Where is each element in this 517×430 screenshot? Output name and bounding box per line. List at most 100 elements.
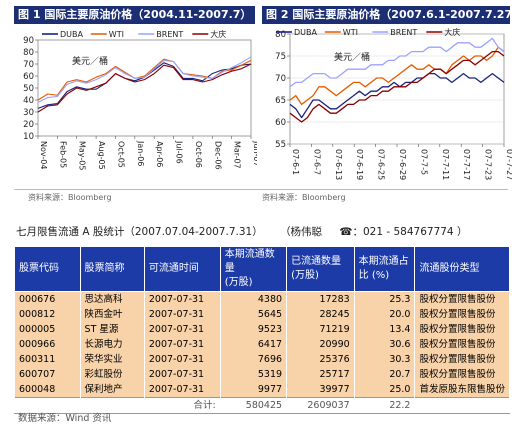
table-cell: ST 星源 — [79, 322, 145, 337]
header-type: 流通股份类型 — [414, 246, 510, 292]
table-cell: 000676 — [14, 291, 81, 307]
table-cell: 长源电力 — [79, 337, 145, 352]
series-line-BRENT — [37, 56, 252, 103]
table-cell: 30.6 — [353, 337, 416, 352]
table-cell: 思达高科 — [79, 291, 145, 307]
x-tick-label: Aug-05 — [97, 141, 106, 170]
legend-label: BRENT — [390, 28, 417, 37]
legend-label: 大庆 — [444, 27, 460, 37]
table-cell: 20.0 — [353, 307, 416, 322]
table-cell-empty — [14, 397, 81, 414]
series-line-BRENT — [289, 37, 505, 88]
table-cell: 39977 — [286, 382, 355, 398]
x-tick-label: 07-6-25 — [377, 149, 386, 180]
table-row: 600048 保利地产 2007-07-31 9977 39977 25.0 首发原股东限售… — [14, 382, 510, 398]
x-tick-label: 07-6-29 — [398, 149, 407, 180]
x-tick-label: 07-6-7 — [312, 149, 321, 175]
table-cell: 首发原股东限售股份 — [414, 382, 510, 398]
table-cell: 600311 — [14, 352, 81, 367]
table-cell: 4380 — [219, 291, 288, 307]
table-row: 600707 彩虹股份 2007-07-31 5319 25717 20.7 股权分置限售股… — [14, 367, 510, 382]
table-cell: 股权分置限售股份 — [414, 307, 510, 322]
table-cell: 股权分置限售股份 — [414, 337, 510, 352]
table-cell: 600707 — [14, 367, 81, 382]
table-cell-empty — [414, 397, 510, 414]
table-cell: 保利地产 — [79, 382, 145, 398]
total-current: 580425 — [219, 397, 288, 414]
chart-2: 55 60 65 70 75 80 07-6-1 07-6-7 07-6-13 07-6-19 07… — [275, 27, 512, 180]
y-tick-label: 90 — [23, 36, 34, 46]
table-total-row: 合计: 580425 2609037 22.2 — [14, 397, 510, 414]
x-tick-label: 07-7-5 — [419, 149, 428, 175]
table-cell: 17283 — [286, 291, 355, 307]
y-tick-label: 10 — [23, 132, 34, 142]
table-cell: 7696 — [219, 352, 288, 367]
table-cell: 28245 — [286, 307, 355, 322]
header-current-line1: 本期流通数量 — [224, 249, 275, 274]
total-ratio: 22.2 — [353, 397, 416, 414]
y-tick-label: 80 — [275, 30, 286, 40]
table-source: 数据来源：Wind 资讯 — [18, 413, 112, 424]
x-tick-label: Jan-06 — [136, 140, 145, 166]
plot-area — [289, 33, 505, 145]
header-current-line2: (万股) — [224, 277, 253, 288]
header-current: 本期流通数量 (万股) — [219, 246, 288, 292]
header-ratio: 本期流通占比 (%) — [353, 246, 416, 292]
table-cell: 2007-07-31 — [143, 291, 221, 307]
figure-1-title: 图 1 国际主要原油价格（2004.11-2007.7） — [14, 6, 255, 24]
table-section-title: 七月限售流通 A 股统计（2007.07.04-2007.7.31） （杨伟聪 … — [16, 224, 467, 239]
table-cell: 股权分置限售股份 — [414, 352, 510, 367]
y-tick-label: 55 — [275, 140, 286, 150]
x-tick-label: 07-7-11 — [441, 149, 450, 180]
x-tick-label: 07-6-19 — [355, 149, 364, 180]
table-cell: 25.3 — [353, 291, 416, 307]
unit-label: 美元／桶 — [334, 51, 370, 63]
y-tick-label: 60 — [23, 72, 34, 82]
table-cell: 5319 — [219, 367, 288, 382]
table-cell-empty — [79, 397, 145, 414]
legend-label: DUBA — [294, 28, 318, 37]
plot-area — [37, 39, 252, 137]
table-cell: 彩虹股份 — [79, 367, 145, 382]
header-code: 股票代码 — [14, 246, 81, 292]
table-cell: 20.7 — [353, 367, 416, 382]
unit-label: 美元／桶 — [72, 55, 108, 67]
x-tick-label: Apr-06 — [155, 141, 164, 167]
table-cell: 6417 — [219, 337, 288, 352]
legend-label: BRENT — [156, 30, 183, 39]
header-circulated-line1: 已流通数量 — [291, 256, 342, 267]
table-row: 000966 长源电力 2007-07-31 6417 20990 30.6 股权分置限售股… — [14, 337, 510, 352]
table-cell: 25.0 — [353, 382, 416, 398]
table-cell: 000812 — [14, 307, 81, 322]
figure-1-source: 资料来源：Bloomberg — [28, 193, 112, 202]
x-tick-label: 07-6-13 — [334, 149, 343, 180]
header-ratio-line1: 本期流通占 — [358, 256, 409, 267]
total-circulated: 2609037 — [286, 397, 355, 414]
table-cell: 股权分置限售股份 — [414, 291, 510, 307]
y-tick-label: 40 — [23, 96, 34, 106]
table-cell: 股权分置限售股份 — [414, 367, 510, 382]
table-cell: 71219 — [286, 322, 355, 337]
figure-2-source: 资料来源：Bloomberg — [262, 193, 346, 202]
legend-label: WTI — [109, 30, 124, 39]
table-cell: 荣华实业 — [79, 352, 145, 367]
y-tick-label: 70 — [275, 74, 286, 84]
unlock-table: 股票代码 股票简称 可流通时间 本期流通数量 (万股) 已流通数量 (万股) 本期流… — [14, 246, 510, 414]
table-cell: 5645 — [219, 307, 288, 322]
table-cell: 9977 — [219, 382, 288, 398]
table-cell: 2007-07-31 — [143, 367, 221, 382]
table-cell: 25717 — [286, 367, 355, 382]
table-cell: 2007-07-31 — [143, 337, 221, 352]
legend-label: 大庆 — [210, 29, 226, 39]
y-tick-label: 20 — [23, 120, 34, 130]
table-row: 000676 思达高科 2007-07-31 4380 17283 25.3 股权分置限售股… — [14, 291, 510, 307]
table-cell: 25376 — [286, 352, 355, 367]
header-circulated: 已流通数量 (万股) — [286, 246, 355, 292]
series-line-大庆 — [289, 50, 505, 123]
table-cell: 20990 — [286, 337, 355, 352]
x-tick-label: 07-7-17 — [462, 149, 471, 180]
y-tick-label: 50 — [23, 84, 34, 94]
table-cell: 13.4 — [353, 322, 416, 337]
table-cell: 2007-07-31 — [143, 352, 221, 367]
header-ratio-line2: 比 (%) — [358, 270, 390, 281]
